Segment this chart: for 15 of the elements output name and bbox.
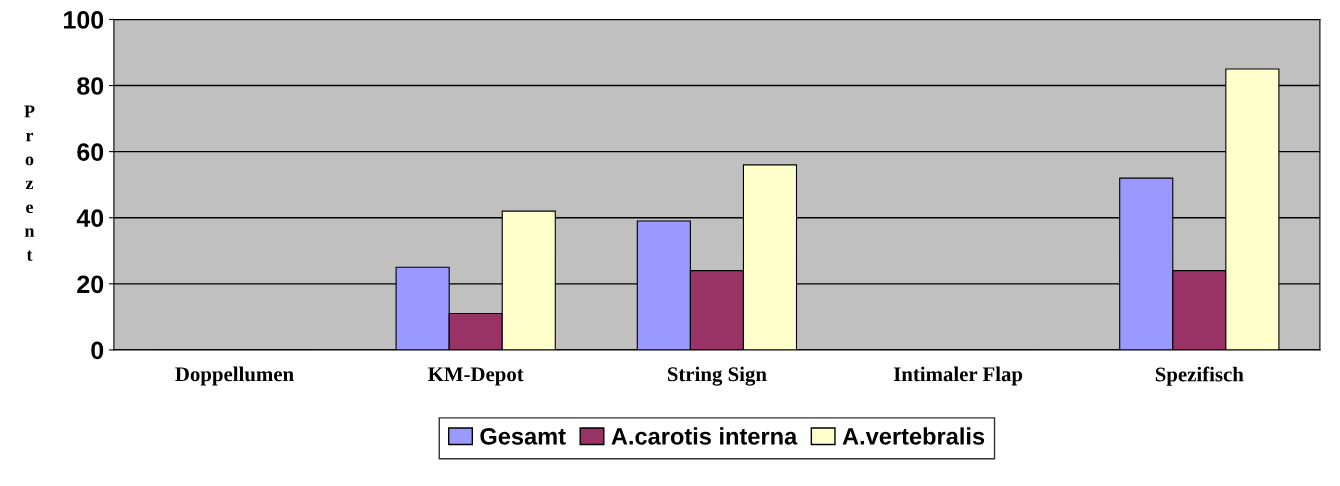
y-axis-title: Prozent	[24, 105, 35, 261]
y-tick-label: 20	[77, 275, 104, 294]
y-tick-label: 40	[76, 209, 104, 228]
x-tick-label: Spezifisch	[1155, 366, 1244, 386]
legend-label: A.carotis interna	[611, 427, 798, 445]
x-tick-label: KM-Depot	[428, 367, 524, 386]
x-tick-label: Intimaler Flap	[893, 366, 1023, 386]
x-tick-label: String Sign	[667, 366, 767, 386]
y-tick-label: 0	[91, 341, 104, 360]
y-tick-label: 60	[77, 143, 104, 161]
y-tick-label: 100	[64, 11, 104, 29]
legend-label: A.vertebralis	[842, 427, 985, 445]
legend-label: Gesamt	[480, 427, 566, 445]
y-tick-label: 80	[77, 77, 104, 95]
x-tick-label: Doppellumen	[175, 366, 294, 386]
